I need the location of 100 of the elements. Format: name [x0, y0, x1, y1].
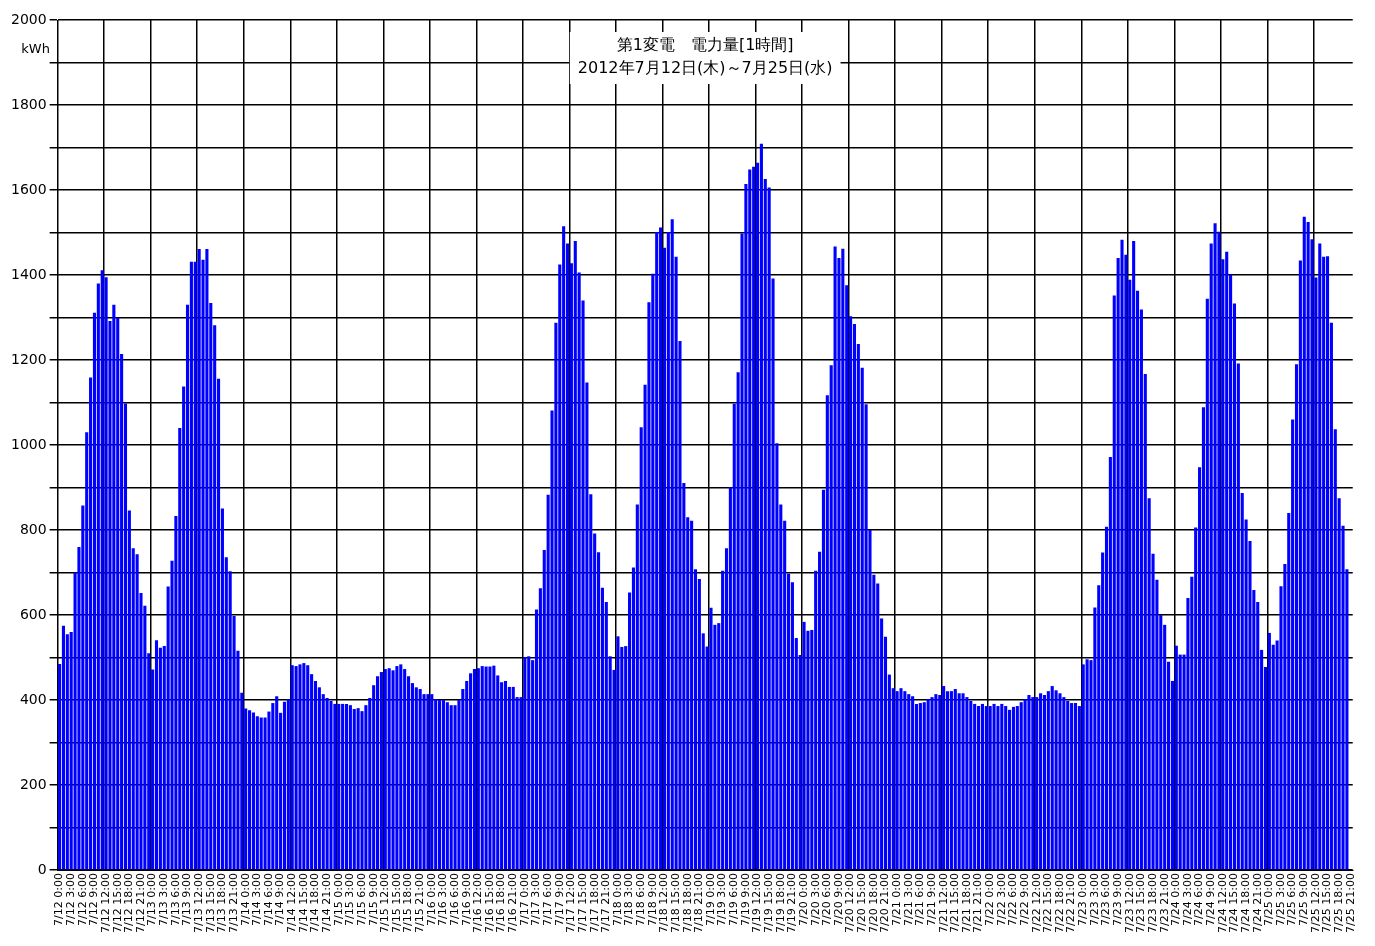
bar	[282, 701, 287, 870]
x-tick-label: 7/12 15:00	[110, 873, 124, 934]
bar	[926, 699, 930, 870]
bar	[899, 688, 903, 870]
bar	[934, 694, 938, 870]
bar	[275, 696, 279, 870]
x-tick-label: 7/24 21:00	[1250, 873, 1264, 934]
bar	[942, 686, 946, 870]
x-tick-label: 7/15 6:00	[354, 873, 368, 927]
bar	[395, 666, 399, 870]
bar	[973, 703, 977, 870]
x-tick-label: 7/20 18:00	[866, 873, 880, 934]
x-tick-label: 7/22 0:00	[983, 873, 997, 927]
x-tick-label: 7/24 9:00	[1204, 873, 1218, 927]
bar	[337, 703, 341, 870]
bar	[511, 686, 515, 870]
x-tick-label: 7/17 18:00	[587, 873, 601, 934]
x-tick-label: 7/20 15:00	[855, 873, 869, 934]
x-tick-label: 7/18 0:00	[610, 873, 624, 927]
x-tick-label: 7/16 18:00	[494, 873, 508, 934]
x-tick-label: 7/21 6:00	[913, 873, 927, 927]
bar	[1085, 659, 1089, 870]
bar	[659, 227, 663, 870]
bar	[670, 219, 674, 870]
x-tick-label: 7/18 3:00	[622, 873, 636, 927]
y-tick-label: 1600	[10, 180, 47, 197]
x-tick-label: 7/12 21:00	[133, 873, 147, 934]
bar	[977, 706, 981, 870]
bar	[562, 226, 566, 870]
x-tick-label: 7/20 0:00	[796, 873, 810, 927]
x-tick-label: 7/15 3:00	[343, 873, 357, 927]
x-tick-label: 7/24 18:00	[1238, 873, 1252, 934]
x-tick-label: 7/19 12:00	[750, 873, 764, 934]
x-tick-label: 7/13 18:00	[215, 873, 229, 934]
x-tick-label: 7/15 21:00	[413, 873, 427, 934]
x-tick-label: 7/25 6:00	[1285, 873, 1299, 927]
x-tick-label: 7/13 12:00	[192, 873, 206, 934]
x-tick-label: 7/23 3:00	[1087, 873, 1101, 927]
y-tick-label: 1800	[10, 95, 47, 112]
y-tick-label: 800	[19, 520, 47, 537]
x-tick-label: 7/18 6:00	[634, 873, 648, 927]
bar	[992, 703, 996, 870]
bar	[759, 143, 763, 870]
bar	[1035, 697, 1039, 870]
bar	[903, 691, 907, 870]
x-tick-label: 7/19 3:00	[715, 873, 729, 927]
x-tick-label: 7/18 18:00	[680, 873, 694, 934]
bar	[476, 668, 480, 870]
bar	[996, 706, 1000, 870]
bar	[290, 665, 294, 870]
x-tick-label: 7/16 21:00	[506, 873, 520, 934]
bar	[488, 666, 492, 870]
x-tick-label: 7/13 0:00	[145, 873, 159, 927]
bar	[391, 670, 395, 870]
x-tick-label: 7/13 15:00	[203, 873, 217, 934]
bar	[527, 656, 531, 870]
bar	[492, 665, 496, 870]
x-tick-label: 7/21 0:00	[889, 873, 903, 927]
x-tick-label: 7/13 9:00	[180, 873, 194, 927]
x-tick-label: 7/20 9:00	[831, 873, 845, 927]
text: 第1変電 電力量[1時間]	[616, 35, 794, 55]
x-tick-label: 7/18 12:00	[657, 873, 671, 934]
x-tick-label: 7/20 12:00	[843, 873, 857, 934]
bar	[414, 687, 418, 870]
x-tick-label: 7/25 15:00	[1320, 873, 1334, 934]
bar	[895, 691, 899, 870]
x-tick-label: 7/23 6:00	[1099, 873, 1113, 927]
bar	[189, 261, 193, 870]
x-tick-label: 7/24 12:00	[1215, 873, 1229, 934]
bar	[1015, 706, 1019, 870]
x-tick-label: 7/17 15:00	[575, 873, 589, 934]
x-tick-label: 7/12 3:00	[64, 873, 78, 927]
x-tick-label: 7/21 12:00	[936, 873, 950, 934]
y-tick-label: 1000	[10, 435, 47, 452]
bar	[484, 666, 488, 870]
bar	[523, 657, 527, 870]
x-tick-label: 7/24 3:00	[1180, 873, 1194, 927]
x-tick-label: 7/23 15:00	[1134, 873, 1148, 934]
x-tick-label: 7/16 15:00	[482, 873, 496, 934]
bar	[1070, 703, 1074, 870]
x-tick-label: 7/17 9:00	[552, 873, 566, 927]
x-tick-label: 7/14 18:00	[308, 873, 322, 934]
bar	[1023, 699, 1027, 870]
bar	[841, 248, 845, 870]
bar	[1039, 693, 1043, 870]
bar	[399, 664, 403, 870]
x-tick-label: 7/16 9:00	[459, 873, 473, 927]
bar	[984, 706, 988, 870]
x-tick-label: 7/15 9:00	[366, 873, 380, 927]
x-tick-label: 7/21 21:00	[971, 873, 985, 934]
bar	[259, 717, 263, 870]
x-tick-label: 7/12 9:00	[87, 873, 101, 927]
bar	[930, 697, 934, 870]
bar	[1302, 216, 1306, 870]
bar	[573, 241, 577, 870]
bar	[112, 304, 116, 870]
x-tick-label: 7/22 21:00	[1064, 873, 1078, 934]
bar	[352, 709, 356, 870]
y-tick-label: 400	[19, 690, 47, 707]
bar	[1066, 700, 1070, 870]
